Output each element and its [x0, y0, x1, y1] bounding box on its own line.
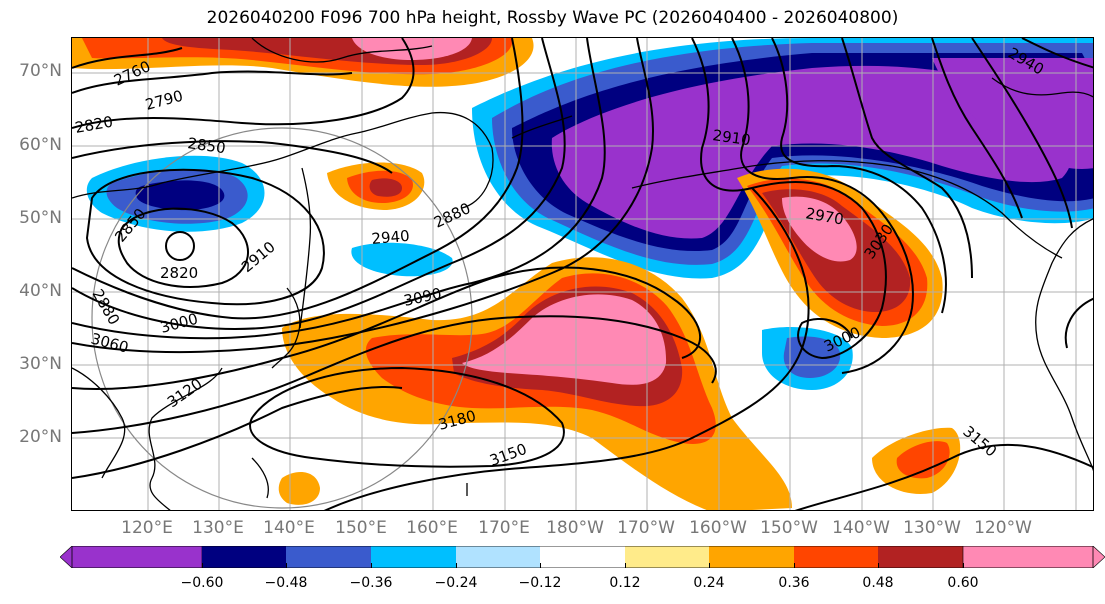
colorbar-tick-label: −0.12: [518, 575, 562, 591]
colorbar-tick: [794, 563, 795, 568]
lon-label-120e: 120°E: [121, 518, 173, 538]
pc-negative-alaska-core: [932, 58, 1093, 169]
colorbar-tick: [202, 563, 203, 568]
colorbar-extend-low: [60, 546, 203, 568]
colorbar-bin: [625, 546, 709, 568]
colorbar: [60, 546, 1105, 568]
lon-label-170e: 170°E: [478, 518, 530, 538]
lat-label-30n: 30°N: [19, 354, 62, 374]
map-title: 2026040200 F096 700 hPa height, Rossby W…: [206, 8, 899, 28]
colorbar-bin: [286, 546, 371, 568]
range-circle: [91, 127, 473, 509]
lon-label-140w: 140°W: [832, 518, 890, 538]
lat-label-20n: 20°N: [19, 427, 62, 447]
contour-label: 3150: [959, 422, 1000, 460]
contour-label: 2910: [711, 126, 751, 149]
lat-label-60n: 60°N: [19, 135, 62, 155]
colorbar-tick: [709, 563, 710, 568]
lat-label-50n: 50°N: [19, 208, 62, 228]
contour-label: 2850: [186, 134, 226, 157]
map-canvas: 2760 2790 2820 2850 2850 2820 2880 2910 …: [72, 38, 1093, 510]
colorbar-tick: [963, 563, 964, 568]
pc-negative-west-core: [135, 180, 225, 211]
pc-negative-main-core: [551, 65, 1072, 239]
lon-label-150w: 150°W: [760, 518, 818, 538]
height-contours: [72, 38, 1093, 510]
contour-label: 2820: [160, 264, 198, 282]
contour-label: 2820: [74, 113, 115, 137]
pc-positive-kuril-peak: [369, 178, 402, 197]
pc-shading: [72, 38, 1093, 510]
colorbar-tick: [456, 563, 457, 568]
colorbar-tick-label: −0.36: [349, 575, 393, 591]
colorbar-tick: [878, 563, 879, 568]
lon-label-160w: 160°W: [689, 518, 747, 538]
lat-label-70n: 70°N: [19, 61, 62, 81]
colorbar-bin: [794, 546, 878, 568]
contour-label: 2790: [143, 87, 185, 114]
colorbar-tick-label: 0.60: [947, 575, 979, 591]
colorbar-tick-label: 0.24: [693, 575, 725, 591]
colorbar-tick: [625, 563, 626, 568]
colorbar-bin: [456, 546, 540, 568]
contour-label: 3090: [402, 284, 443, 310]
colorbar-bin: [709, 546, 794, 568]
contour-label: 2910: [238, 238, 279, 276]
colorbar-tick-label: 0.48: [862, 575, 894, 591]
coastlines: [72, 38, 1093, 510]
contour-label: 2880: [431, 199, 473, 231]
pc-positive-main-core: [462, 294, 667, 385]
pc-negative-small: [351, 242, 453, 277]
colorbar-tick: [540, 563, 541, 568]
lat-label-40n: 40°N: [19, 281, 62, 301]
pc-negative-east-core: [783, 336, 841, 378]
pc-positive-gulf-core: [782, 196, 857, 262]
colorbar-tick: [371, 563, 372, 568]
colorbar-bin: [540, 546, 625, 568]
lon-label-180w: 180°W: [546, 518, 604, 538]
gridlines: [72, 38, 1093, 510]
colorbar-tick-label: 0.36: [778, 575, 810, 591]
contour-label: 2940: [371, 227, 411, 248]
pc-positive-hawaii-core: [896, 441, 950, 479]
colorbar-tick-label: −0.24: [434, 575, 478, 591]
lon-label-170w: 170°W: [617, 518, 675, 538]
colorbar-bin: [202, 546, 286, 568]
lon-label-130w: 130°W: [903, 518, 961, 538]
lon-label-160e: 160°E: [406, 518, 458, 538]
colorbar-extend-high: [962, 546, 1105, 568]
contour-label: 3000: [158, 310, 200, 337]
colorbar-tick-label: 0.12: [609, 575, 641, 591]
colorbar-tick: [286, 563, 287, 568]
colorbar-bin: [371, 546, 456, 568]
colorbar-tick-label: −0.48: [264, 575, 308, 591]
pc-positive-sw: [278, 472, 320, 505]
lon-label-120w: 120°W: [974, 518, 1032, 538]
lon-label-150e: 150°E: [335, 518, 387, 538]
colorbar-bin: [878, 546, 963, 568]
lon-label-130e: 130°E: [192, 518, 244, 538]
colorbar-tick-label: −0.60: [180, 575, 224, 591]
lon-label-140e: 140°E: [263, 518, 315, 538]
map-panel: 2760 2790 2820 2850 2850 2820 2880 2910 …: [71, 37, 1094, 511]
